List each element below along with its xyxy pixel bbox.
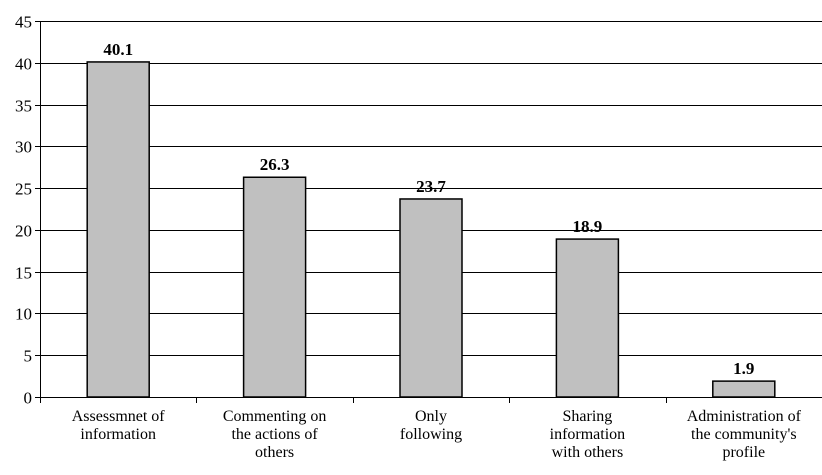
data-label: 18.9 (573, 217, 603, 236)
bars (86, 61, 776, 398)
y-tick-label: 35 (15, 97, 32, 116)
category-label: Assessmnet of information (72, 408, 166, 443)
bar (86, 61, 150, 398)
y-tick-label: 45 (15, 13, 32, 32)
axes (40, 21, 822, 398)
bar (712, 380, 776, 398)
y-tick-label: 25 (15, 180, 32, 199)
data-label: 40.1 (103, 40, 133, 59)
category-label: Sharing information with others (550, 408, 626, 461)
y-tick-label: 5 (24, 347, 33, 366)
y-tick-label: 30 (15, 138, 32, 157)
category-label: Only following (400, 408, 462, 443)
y-axis-ticks: 0 5 10 15 20 25 30 35 40 45 (15, 13, 40, 408)
category-label: Administration of the community's profile (687, 408, 802, 461)
data-label: 23.7 (416, 177, 446, 196)
gridlines (40, 21, 822, 356)
y-tick-label: 40 (15, 55, 32, 74)
x-axis-category-labels: Assessmnet of information Commenting on the… (72, 408, 802, 461)
category-label: Commenting on the actions of others (223, 408, 327, 461)
bar (242, 176, 307, 398)
y-tick-label: 15 (15, 264, 32, 283)
y-tick-label: 0 (24, 389, 33, 408)
x-axis-ticks (40, 397, 667, 403)
bar (555, 238, 620, 398)
data-label: 26.3 (260, 155, 290, 174)
y-tick-label: 20 (15, 222, 32, 241)
y-tick-label: 10 (15, 305, 32, 324)
data-labels: 40.1 26.3 23.7 18.9 1.9 (103, 40, 754, 378)
bar (399, 198, 463, 398)
data-label: 1.9 (733, 359, 754, 378)
